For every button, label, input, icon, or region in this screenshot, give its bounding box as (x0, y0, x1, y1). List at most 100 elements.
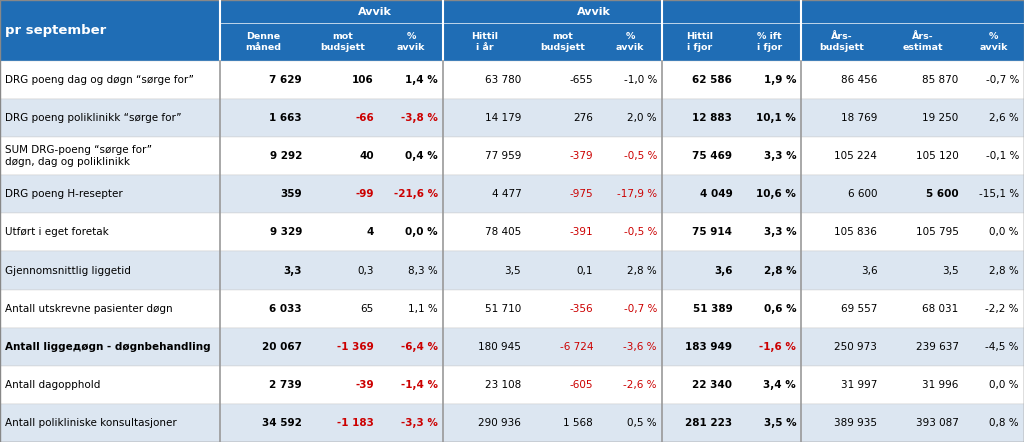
Text: 85 870: 85 870 (923, 75, 958, 85)
Text: 31 997: 31 997 (841, 380, 878, 390)
Text: -1,0 %: -1,0 % (624, 75, 657, 85)
Text: pr september: pr september (5, 24, 106, 37)
Text: 68 031: 68 031 (923, 304, 958, 314)
Text: Antall utskrevne pasienter døgn: Antall utskrevne pasienter døgn (5, 304, 173, 314)
Bar (0, 0, 1024, 61)
Text: -2,2 %: -2,2 % (985, 304, 1019, 314)
Text: 3,5: 3,5 (505, 266, 521, 275)
Text: 359: 359 (281, 189, 302, 199)
Text: -4,5 %: -4,5 % (985, 342, 1019, 352)
Text: -99: -99 (355, 189, 374, 199)
Text: 3,3: 3,3 (284, 266, 302, 275)
Text: Års-
estimat: Års- estimat (903, 32, 943, 52)
Text: 4 049: 4 049 (699, 189, 732, 199)
Text: 3,6: 3,6 (861, 266, 878, 275)
Text: -3,8 %: -3,8 % (400, 113, 437, 123)
Text: 19 250: 19 250 (923, 113, 958, 123)
Text: 10,6 %: 10,6 % (757, 189, 797, 199)
Text: -1 369: -1 369 (337, 342, 374, 352)
Text: 77 959: 77 959 (485, 151, 521, 161)
Text: -1,6 %: -1,6 % (760, 342, 797, 352)
Text: -975: -975 (569, 189, 593, 199)
Text: 12 883: 12 883 (692, 113, 732, 123)
Text: 3,6: 3,6 (714, 266, 732, 275)
Text: 389 935: 389 935 (835, 418, 878, 428)
Text: 290 936: 290 936 (478, 418, 521, 428)
Text: 0,4 %: 0,4 % (406, 151, 437, 161)
Text: 65: 65 (360, 304, 374, 314)
Bar (0, 404, 1024, 442)
Text: -0,5 %: -0,5 % (624, 228, 657, 237)
Text: -0,7 %: -0,7 % (624, 304, 657, 314)
Text: 180 945: 180 945 (478, 342, 521, 352)
Text: 105 795: 105 795 (915, 228, 958, 237)
Text: 1 568: 1 568 (563, 418, 593, 428)
Text: 4: 4 (367, 228, 374, 237)
Text: -66: -66 (355, 113, 374, 123)
Text: 78 405: 78 405 (485, 228, 521, 237)
Text: mot
budsjett: mot budsjett (321, 32, 366, 52)
Text: -1 183: -1 183 (337, 418, 374, 428)
Text: 0,1: 0,1 (577, 266, 593, 275)
Bar (0, 328, 1024, 366)
Text: -3,6 %: -3,6 % (624, 342, 657, 352)
Text: 34 592: 34 592 (262, 418, 302, 428)
Text: 0,8 %: 0,8 % (989, 418, 1019, 428)
Text: 6 600: 6 600 (848, 189, 878, 199)
Text: Denne
måned: Denne måned (246, 32, 282, 52)
Text: 239 637: 239 637 (915, 342, 958, 352)
Text: 8,3 %: 8,3 % (408, 266, 437, 275)
Text: 2,0 %: 2,0 % (628, 113, 657, 123)
Text: 9 329: 9 329 (269, 228, 302, 237)
Text: 0,3: 0,3 (357, 266, 374, 275)
Text: 6 033: 6 033 (269, 304, 302, 314)
Text: 3,5: 3,5 (942, 266, 958, 275)
Text: 20 067: 20 067 (262, 342, 302, 352)
Text: Antall liggедøgn - døgnbehandling: Antall liggедøgn - døgnbehandling (5, 342, 211, 352)
Text: 69 557: 69 557 (841, 304, 878, 314)
Text: 7 629: 7 629 (269, 75, 302, 85)
Text: 5 600: 5 600 (926, 189, 958, 199)
Text: 75 914: 75 914 (692, 228, 732, 237)
Text: 2,8 %: 2,8 % (989, 266, 1019, 275)
Text: -3,3 %: -3,3 % (400, 418, 437, 428)
Text: 276: 276 (573, 113, 593, 123)
Text: -0,1 %: -0,1 % (985, 151, 1019, 161)
Bar (0, 366, 1024, 404)
Text: 105 224: 105 224 (835, 151, 878, 161)
Bar (0, 290, 1024, 328)
Text: 63 780: 63 780 (485, 75, 521, 85)
Bar (0, 213, 1024, 251)
Text: 393 087: 393 087 (915, 418, 958, 428)
Text: 0,0 %: 0,0 % (989, 228, 1019, 237)
Text: % ift
i fjor: % ift i fjor (757, 32, 782, 52)
Text: 62 586: 62 586 (692, 75, 732, 85)
Text: 0,0 %: 0,0 % (989, 380, 1019, 390)
Bar (0, 61, 1024, 99)
Text: 22 340: 22 340 (692, 380, 732, 390)
Bar (0, 99, 1024, 137)
Text: 2,8 %: 2,8 % (628, 266, 657, 275)
Text: -379: -379 (569, 151, 593, 161)
Text: 10,1 %: 10,1 % (757, 113, 797, 123)
Text: Utført i eget foretak: Utført i eget foretak (5, 228, 109, 237)
Text: %
avvik: % avvik (396, 32, 425, 52)
Text: -391: -391 (569, 228, 593, 237)
Text: SUM DRG-poeng “sørge for”
døgn, dag og poliklinikk: SUM DRG-poeng “sørge for” døgn, dag og p… (5, 145, 153, 167)
Text: 281 223: 281 223 (685, 418, 732, 428)
Text: 0,6 %: 0,6 % (764, 304, 797, 314)
Text: 40: 40 (359, 151, 374, 161)
Text: 1,4 %: 1,4 % (406, 75, 437, 85)
Bar (0, 251, 1024, 290)
Text: 86 456: 86 456 (841, 75, 878, 85)
Text: 23 108: 23 108 (485, 380, 521, 390)
Text: 1,9 %: 1,9 % (764, 75, 797, 85)
Text: Avvik: Avvik (578, 7, 611, 17)
Bar (0, 137, 1024, 175)
Text: DRG poeng poliklinikk “sørge for”: DRG poeng poliklinikk “sørge for” (5, 113, 181, 123)
Text: 2,8 %: 2,8 % (764, 266, 797, 275)
Text: Hittil
i fjor: Hittil i fjor (686, 32, 714, 52)
Text: %
avvik: % avvik (616, 32, 644, 52)
Text: 2,6 %: 2,6 % (989, 113, 1019, 123)
Text: 105 836: 105 836 (835, 228, 878, 237)
